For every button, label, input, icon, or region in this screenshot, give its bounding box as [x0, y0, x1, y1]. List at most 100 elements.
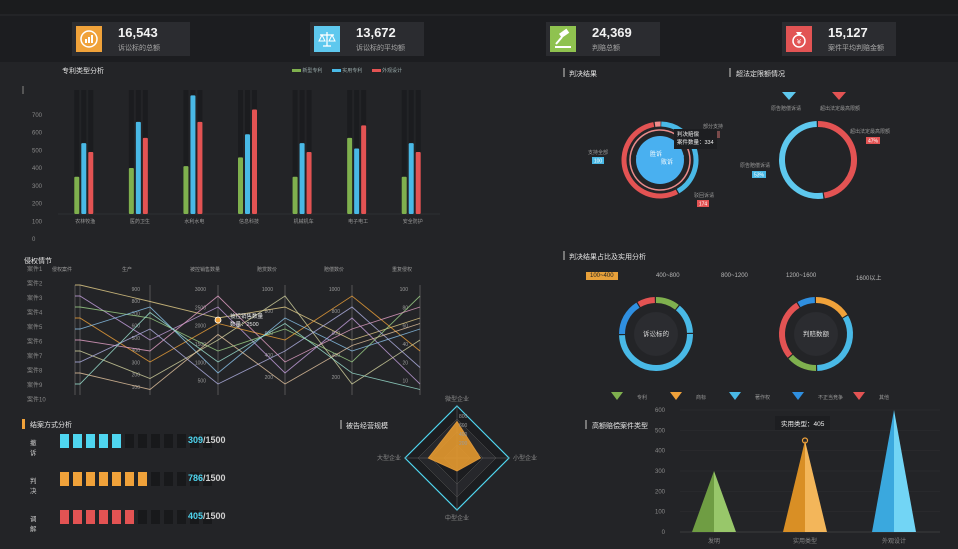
settle-count: 309 [188, 435, 204, 445]
donut-segment [655, 297, 679, 310]
tab-1600-plus[interactable]: 1600以上 [856, 276, 882, 282]
radar-label: 微型企业 [445, 395, 469, 403]
settle-title: 结案方式分析 [30, 422, 72, 429]
progress-cell [190, 434, 199, 448]
badge-text: 100 [594, 159, 603, 165]
badge [866, 137, 880, 144]
annotation: 超出法定最高限额 [850, 128, 890, 135]
radar-tick: 200 [459, 441, 468, 447]
progress-cell [151, 510, 160, 524]
settle-cells [60, 434, 216, 453]
annotation: 支持全部 [588, 149, 608, 156]
y-tick-label: 400 [655, 449, 666, 455]
axis-name: 生产 [122, 266, 132, 273]
kpi-value: 16,543 [118, 25, 158, 40]
legend-funnel-icon [853, 392, 865, 400]
bar-0 [292, 176, 298, 214]
y-tick-label: 500 [655, 428, 666, 434]
axis-tick: 400 [332, 353, 341, 359]
axis-tick: 1500 [195, 342, 206, 348]
legend-funnel-icon [611, 392, 623, 400]
y-tick-label: 300 [655, 469, 666, 475]
kpi-value: 15,127 [828, 25, 868, 40]
badge-text: 47% [868, 139, 879, 145]
radar-tick: 800 [459, 414, 468, 420]
x-tick-label: 医药卫生 [130, 218, 150, 225]
progress-cell [151, 472, 160, 486]
settle-value: 405/1500 [188, 511, 226, 521]
donut-segment [788, 354, 817, 371]
bar-2 [415, 152, 421, 214]
progress-cell [99, 472, 108, 486]
left-category-label: 案件1 [27, 265, 43, 273]
axis-name: 侵权案件 [52, 266, 72, 273]
y-tick-label: 400 [32, 166, 43, 172]
progress-cell [125, 434, 134, 448]
legend-item: 实用专利 [342, 68, 363, 74]
bar-0 [128, 167, 134, 214]
center-label: 胜诉 [650, 150, 662, 158]
bar-0 [347, 137, 353, 214]
radar-label: 小型企业 [513, 454, 537, 462]
settle-count: 405 [188, 511, 204, 521]
progress-cell [164, 472, 173, 486]
exceed-title: 超法定限额情况 [736, 71, 785, 78]
axis-tick: 80 [402, 305, 408, 311]
radar-area [427, 420, 482, 472]
pyramid-bar-left [783, 440, 805, 532]
highlight-point [801, 437, 809, 444]
legend-swatch [331, 69, 341, 73]
kpi-label: 诉讼标的总额 [118, 45, 160, 52]
settle-cells [60, 472, 216, 491]
badge-text: 174 [699, 202, 708, 208]
progress-cell [164, 434, 173, 448]
kpi-card-award: 24,369 判赔总额 [546, 22, 660, 56]
bar-0 [401, 176, 407, 214]
y-tick-label: 0 [662, 530, 666, 536]
tab-100-400[interactable]: 100~400 [586, 272, 618, 280]
progress-cell [73, 434, 82, 448]
donut-segment [779, 302, 800, 358]
axis-tick: 900 [132, 287, 141, 293]
progress-cell [138, 510, 147, 524]
tooltip-line: 被控销售数量 [230, 314, 264, 320]
section-marker [340, 420, 342, 429]
tab-800-1200[interactable]: 800~1200 [721, 273, 748, 279]
y-tick-label: 500 [32, 148, 43, 154]
x-tick-label: 外观设计 [882, 537, 906, 545]
progress-cell [125, 510, 134, 524]
progress-cell [125, 472, 134, 486]
section-marker [22, 419, 25, 429]
parallel-tooltip: 被控销售数量 数量：2500 [230, 313, 263, 329]
pyramid-bar-right [894, 410, 916, 532]
top-bar [0, 0, 958, 14]
legend-label: 商标 [696, 394, 706, 401]
progress-cell [86, 510, 95, 524]
parallel-line [75, 306, 421, 385]
legend-label: 著作权 [755, 394, 770, 401]
legend-label: 超出法定最高限额 [820, 105, 860, 112]
axis-name: 赔赏数价 [257, 266, 277, 273]
radar-tick: 600 [459, 423, 468, 429]
parallel-line [75, 295, 421, 385]
left-category-label: 案件8 [27, 367, 43, 375]
legend-swatch [371, 69, 381, 73]
axis-tick: 100 [132, 385, 141, 391]
progress-cell [203, 434, 212, 448]
bar-track [238, 90, 243, 214]
tooltip-line: 案件数量：334 [677, 140, 714, 146]
verdict-title: 判决结果 [569, 71, 597, 78]
settle-value: 786/1500 [188, 473, 226, 483]
parallel-line [75, 311, 421, 390]
progress-cell [177, 434, 186, 448]
legend-item: 新型专利 [302, 68, 323, 74]
settle-total: /1500 [203, 511, 226, 521]
y-tick-label: 600 [32, 131, 43, 137]
progress-cell [73, 510, 82, 524]
tab-400-800[interactable]: 400~800 [656, 273, 680, 279]
donut-segment [619, 302, 640, 335]
progress-cell [203, 510, 212, 524]
legend-funnel-icon [670, 392, 682, 400]
tab-1200-1600[interactable]: 1200~1600 [786, 273, 817, 279]
